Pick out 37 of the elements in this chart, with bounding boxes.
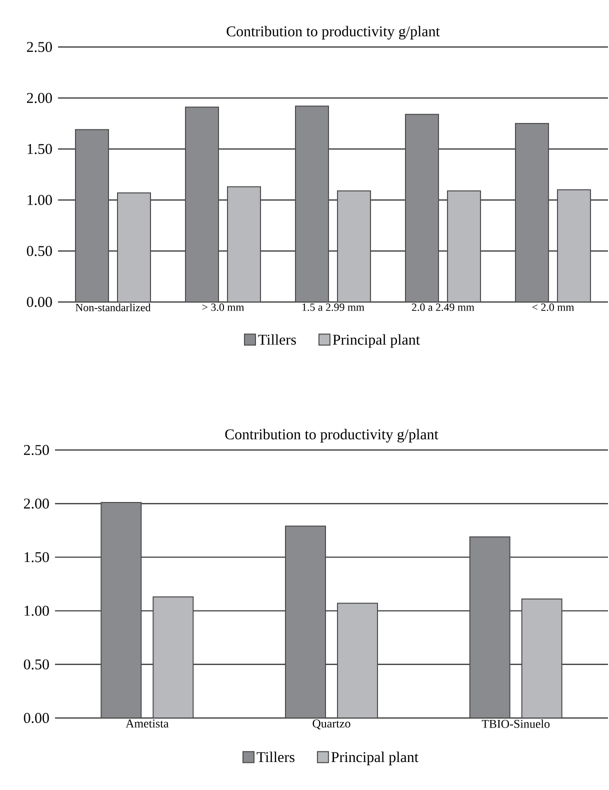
y-tick-label: 2.00 <box>24 498 50 509</box>
legend-label: Tillers <box>258 334 296 345</box>
bar <box>470 536 511 718</box>
bar <box>522 598 563 718</box>
y-tick-label: 0.50 <box>27 246 52 256</box>
y-tick-label: 0.50 <box>24 659 50 670</box>
bar <box>515 122 550 302</box>
bar <box>405 114 440 302</box>
x-tick-label: Ametista <box>126 720 169 728</box>
legend-label: Principal plant <box>333 334 420 348</box>
x-tick-label: 1.5 a 2.99 mm <box>302 304 365 311</box>
y-tick-label: 1.50 <box>24 552 50 562</box>
y-tick-label: 1.00 <box>28 194 52 206</box>
chart-title: Contribution to productivity g/plant <box>226 26 440 40</box>
x-tick-label: TBIO-Sinuelo <box>482 720 550 728</box>
y-tick-label: 2.50 <box>27 42 52 52</box>
y-tick-label: 1.00 <box>24 606 50 616</box>
legend-label: Principal plant <box>332 752 419 766</box>
y-tick-label: 0.00 <box>24 712 50 724</box>
x-tick-label: 2.0 a 2.49 mm <box>412 304 475 311</box>
x-tick-label: Quartzo <box>312 720 350 730</box>
bar <box>337 602 378 718</box>
bar <box>285 526 326 718</box>
chart-title: Contribution to productivity g/plant <box>225 428 439 442</box>
x-tick-label: < 2.0 mm <box>532 304 574 311</box>
y-tick-label: 0.00 <box>27 296 52 308</box>
legend-label: Tillers <box>256 752 295 762</box>
bar <box>152 596 194 718</box>
y-tick-label: 1.50 <box>28 144 52 154</box>
bar <box>75 129 110 302</box>
y-tick-label: 2.50 <box>24 444 50 456</box>
y-tick-label: 2.00 <box>27 92 52 104</box>
x-tick-label: > 3.0 mm <box>202 304 244 311</box>
bar <box>185 106 220 302</box>
x-tick-label: Non-standarlized <box>76 304 151 312</box>
bar <box>295 106 330 302</box>
bar <box>100 502 142 718</box>
